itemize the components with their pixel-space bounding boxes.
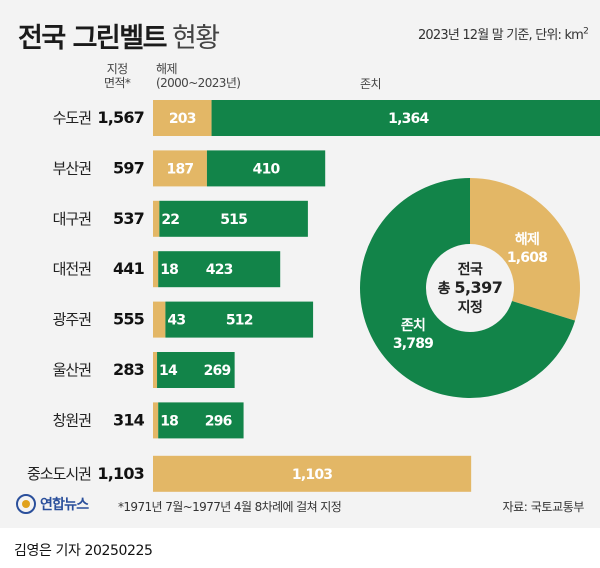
released-bar-row-6 <box>153 402 159 439</box>
unit-note-text: 2023년 12월 말 기준, 단위: km <box>417 28 584 43</box>
chart-title: 전국 그린벨트 현황 <box>18 16 220 55</box>
title-light: 현황 <box>171 23 220 54</box>
region-label-row-3: 대전권 <box>53 260 92 278</box>
remaining-value-row-1: 410 <box>253 161 281 177</box>
pie-center-line3: 지정 <box>458 299 483 316</box>
pie-slice-released <box>470 178 580 321</box>
region-label-row-2: 대구권 <box>53 210 92 228</box>
released-bar-row-7 <box>153 455 472 492</box>
yonhap-logo: 연합뉴스 <box>16 494 89 514</box>
column-header-designated: 지정 면적* <box>104 62 131 90</box>
pie-center-line1: 전국 <box>458 261 483 278</box>
pie-slice-remaining <box>359 178 576 398</box>
total-value-row-7: 1,103 <box>97 464 144 483</box>
remaining-bar-row-6 <box>158 402 244 439</box>
region-label-row-0: 수도권 <box>53 109 92 127</box>
remaining-bar-row-1 <box>206 150 326 187</box>
remaining-bar-row-4 <box>165 301 314 338</box>
released-value-row-2: 22 <box>161 212 179 228</box>
released-value-row-0: 203 <box>169 111 196 127</box>
remaining-value-row-3: 423 <box>206 262 233 278</box>
released-bar-row-2 <box>153 200 160 237</box>
region-label-row-5: 울산권 <box>53 361 92 379</box>
remaining-bar-row-0 <box>211 100 600 136</box>
title-bold: 전국 그린벨트 <box>18 23 167 54</box>
pie-released-value: 1,608 <box>507 250 547 266</box>
remaining-bar-row-3 <box>158 251 281 288</box>
pie-remaining-value: 3,789 <box>393 336 433 352</box>
footnote: *1971년 7월~1977년 4월 8차례에 걸쳐 지정 <box>118 500 342 514</box>
total-value-row-4: 555 <box>113 310 145 329</box>
released-bar-row-0 <box>153 100 212 136</box>
pie-center-total: 5,397 <box>454 278 502 297</box>
pie-released-name: 해제 <box>515 232 539 248</box>
pie-center-prefix: 총 <box>438 281 455 297</box>
released-value-row-6: 18 <box>160 413 178 429</box>
yonhap-logo-icon <box>16 494 36 514</box>
total-value-row-1: 597 <box>113 158 144 177</box>
remaining-value-row-6: 296 <box>205 413 232 429</box>
total-value-row-5: 283 <box>113 360 144 379</box>
pie-remaining-name: 존치 <box>401 318 425 334</box>
region-label-row-7: 중소도시권 <box>27 465 91 483</box>
region-label-row-6: 창원권 <box>53 411 92 429</box>
remaining-value-row-0: 1,364 <box>388 111 429 127</box>
yonhap-logo-text: 연합뉴스 <box>40 497 89 513</box>
unit-note: 2023년 12월 말 기준, 단위: km2 <box>417 24 589 43</box>
region-label-row-4: 광주권 <box>53 311 92 329</box>
released-bar-row-1 <box>153 150 207 187</box>
total-value-row-6: 314 <box>113 410 145 429</box>
released-bar-row-5 <box>153 352 158 388</box>
infographic-card: 전국 그린벨트 현황 2023년 12월 말 기준, 단위: km2 지정 면적*… <box>0 0 600 528</box>
released-value-row-5: 14 <box>159 363 178 379</box>
remaining-bar-row-5 <box>157 352 235 388</box>
unit-note-superscript: 2 <box>583 26 589 37</box>
byline: 김영은 기자 20250225 <box>14 543 153 559</box>
remaining-bar-row-2 <box>159 200 308 237</box>
released-value-row-1: 187 <box>167 161 194 177</box>
released-value-row-7: 1,103 <box>292 467 332 483</box>
chart-canvas: 수도권 1,567 203 1,364 부산권 597 187 410 대구권 537 22 515 대… <box>27 100 600 492</box>
released-value-row-3: 18 <box>160 262 178 278</box>
column-header-released: 해제 (2000~2023년) <box>156 62 241 90</box>
region-label-row-1: 부산권 <box>53 159 92 177</box>
total-value-row-2: 537 <box>113 209 144 228</box>
total-value-row-3: 441 <box>113 259 145 278</box>
released-value-row-4: 43 <box>167 313 185 329</box>
pie-center-line2: 총 5,397 <box>438 278 503 297</box>
remaining-value-row-4: 512 <box>226 313 253 329</box>
remaining-value-row-5: 269 <box>204 363 231 379</box>
released-bar-row-3 <box>153 251 159 288</box>
remaining-value-row-2: 515 <box>220 212 247 228</box>
released-bar-row-4 <box>153 301 166 338</box>
column-header-remaining: 존치 <box>360 77 381 91</box>
source-credit: 자료: 국토교통부 <box>502 500 584 514</box>
total-value-row-0: 1,567 <box>97 108 144 127</box>
